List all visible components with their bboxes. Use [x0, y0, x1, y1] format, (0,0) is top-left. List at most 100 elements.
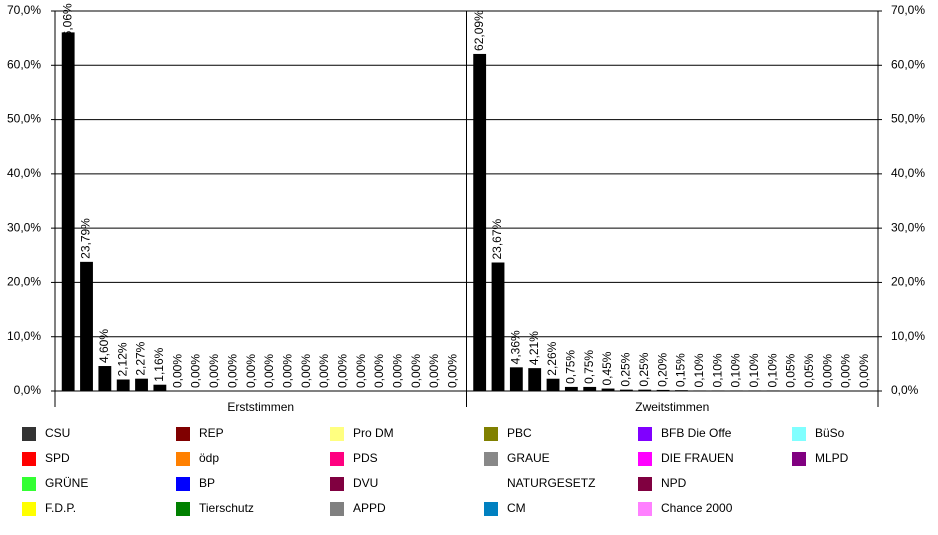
legend-label: BP	[199, 476, 215, 490]
data-label: 0,00%	[170, 354, 184, 388]
legend-swatch	[330, 477, 344, 491]
data-label: 0,00%	[189, 354, 203, 388]
data-label: 0,00%	[839, 354, 853, 388]
legend-label: SPD	[45, 451, 70, 465]
data-label: 66,06%	[60, 3, 74, 44]
bar	[620, 390, 633, 391]
bar	[675, 390, 688, 391]
y2-tick-label: 70,0%	[891, 3, 925, 17]
bar	[602, 389, 615, 391]
legend-label: Tierschutz	[199, 501, 254, 515]
y-tick-label: 20,0%	[7, 275, 41, 289]
bar	[748, 390, 761, 391]
y2-tick-label: 40,0%	[891, 166, 925, 180]
legend-label: GRÜNE	[45, 476, 88, 490]
data-label: 1,16%	[152, 347, 166, 381]
legend-label: NATURGESETZ	[507, 476, 595, 490]
legend-swatch	[792, 427, 806, 441]
legend-label: DIE FRAUEN	[661, 451, 734, 465]
data-label: 0,25%	[637, 352, 651, 386]
legend-swatch	[638, 502, 652, 516]
bar	[473, 54, 486, 391]
legend-label: DVU	[353, 476, 378, 490]
bar	[135, 379, 148, 391]
data-label: 0,15%	[674, 353, 688, 387]
legend-swatch	[484, 502, 498, 516]
y2-tick-label: 10,0%	[891, 329, 925, 343]
legend-label: Pro DM	[353, 426, 394, 440]
legend-label: F.D.P.	[45, 501, 76, 515]
data-label: 0,10%	[729, 353, 743, 387]
bar	[565, 387, 578, 391]
data-label: 0,00%	[820, 354, 834, 388]
y-tick-label: 60,0%	[7, 57, 41, 71]
legend-swatch	[330, 452, 344, 466]
y-tick-label: 0,0%	[14, 383, 42, 397]
legend-swatch	[330, 502, 344, 516]
y-tick-label: 40,0%	[7, 166, 41, 180]
bar	[693, 390, 706, 391]
y2-tick-label: 50,0%	[891, 112, 925, 126]
legend-swatch	[484, 477, 498, 491]
data-label: 0,00%	[409, 354, 423, 388]
data-label: 0,75%	[582, 350, 596, 384]
bar	[638, 390, 651, 391]
bar	[730, 390, 743, 391]
bar	[712, 390, 725, 391]
legend-swatch	[792, 452, 806, 466]
data-label: 4,60%	[97, 329, 111, 363]
data-label: 2,12%	[115, 342, 129, 376]
data-label: 0,75%	[564, 350, 578, 384]
legend-label: GRAUE	[507, 451, 550, 465]
legend-swatch	[484, 427, 498, 441]
data-label: 0,00%	[225, 354, 239, 388]
bar	[492, 263, 505, 391]
legend-label: APPD	[353, 501, 386, 515]
legend-swatch	[176, 502, 190, 516]
legend-label: CM	[507, 501, 526, 515]
legend-label: PDS	[353, 451, 378, 465]
data-label: 0,10%	[692, 353, 706, 387]
bar	[547, 379, 560, 391]
legend-swatch	[176, 477, 190, 491]
data-label: 0,00%	[317, 354, 331, 388]
data-label: 4,36%	[509, 330, 523, 364]
data-label: 0,00%	[372, 354, 386, 388]
data-label: 0,00%	[390, 354, 404, 388]
data-label: 0,00%	[207, 354, 221, 388]
y2-tick-label: 0,0%	[891, 383, 919, 397]
legend-swatch	[22, 427, 36, 441]
legend-label: Chance 2000	[661, 501, 733, 515]
data-label: 0,00%	[244, 354, 258, 388]
data-label: 62,09%	[472, 10, 486, 51]
bar	[117, 379, 130, 391]
y-tick-label: 30,0%	[7, 220, 41, 234]
y2-tick-label: 30,0%	[891, 220, 925, 234]
data-label: 0,25%	[619, 352, 633, 386]
data-label: 0,00%	[299, 354, 313, 388]
data-label: 4,21%	[527, 331, 541, 365]
legend-label: BFB Die Offe	[661, 426, 732, 440]
bar	[80, 262, 93, 391]
y-tick-label: 10,0%	[7, 329, 41, 343]
bar	[510, 367, 523, 391]
data-label: 0,05%	[784, 353, 798, 387]
data-label: 0,00%	[857, 354, 871, 388]
data-label: 0,20%	[655, 353, 669, 387]
legend-swatch	[22, 452, 36, 466]
x-tick-label: Zweitstimmen	[635, 400, 709, 414]
data-label: 0,05%	[802, 353, 816, 387]
data-label: 23,79%	[79, 218, 93, 259]
legend-swatch	[638, 477, 652, 491]
legend-swatch	[638, 452, 652, 466]
data-label: 0,00%	[354, 354, 368, 388]
legend-label: ödp	[199, 451, 219, 465]
legend-label: NPD	[661, 476, 687, 490]
data-label: 0,00%	[446, 354, 460, 388]
bar	[657, 390, 670, 391]
legend-label: PBC	[507, 426, 532, 440]
legend-swatch	[22, 502, 36, 516]
y2-tick-label: 60,0%	[891, 57, 925, 71]
